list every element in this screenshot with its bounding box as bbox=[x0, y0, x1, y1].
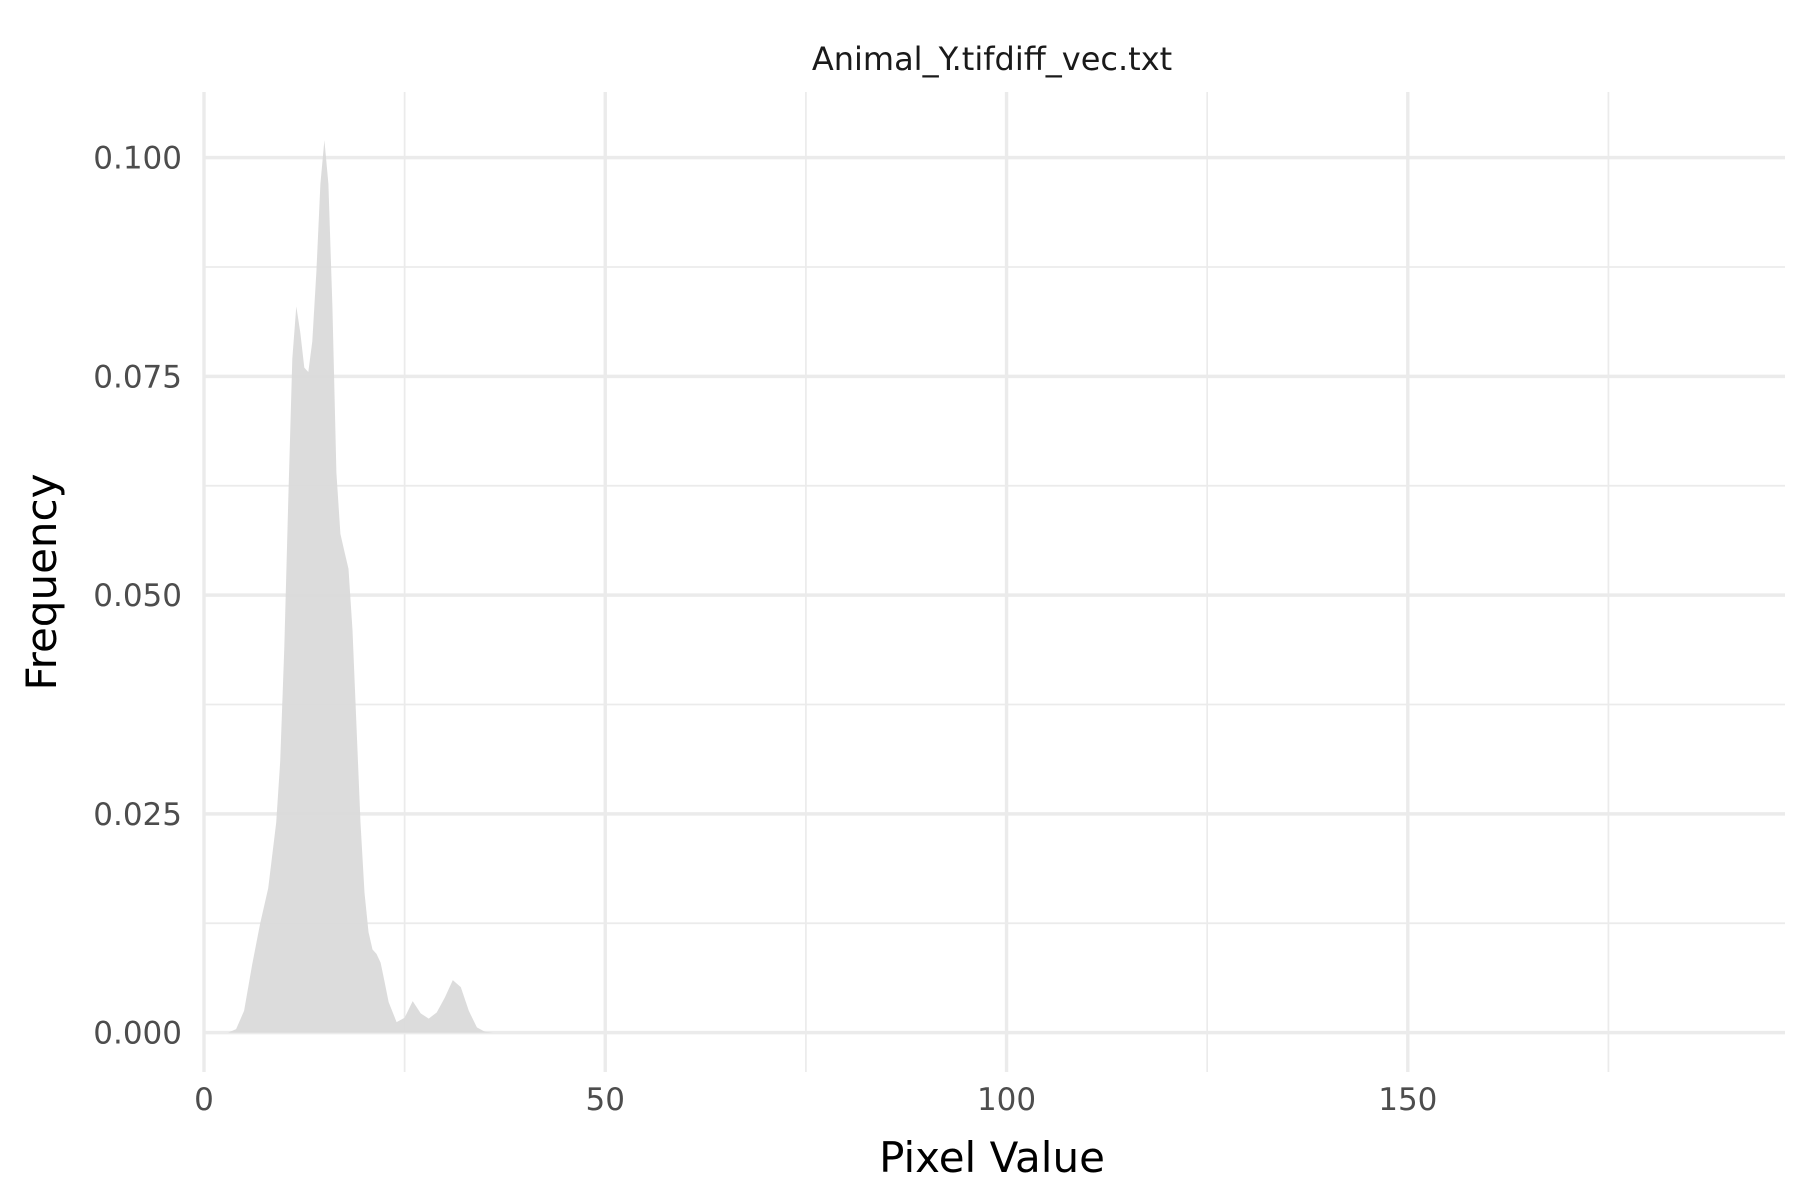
x-tick-label: 50 bbox=[586, 1082, 625, 1118]
x-tick-label: 0 bbox=[194, 1082, 214, 1118]
x-tick-label: 100 bbox=[977, 1082, 1036, 1118]
x-tick-label: 150 bbox=[1378, 1082, 1437, 1118]
density-area bbox=[228, 140, 517, 1033]
x-axis-tick-labels: 0 50 100 150 bbox=[194, 1082, 1437, 1118]
x-axis-title: Pixel Value bbox=[879, 1133, 1105, 1182]
y-tick-label: 0.075 bbox=[93, 359, 182, 395]
grid bbox=[202, 92, 1785, 1072]
y-tick-label: 0.100 bbox=[93, 141, 182, 177]
chart-title: Animal_Y.tifdiff_vec.txt bbox=[812, 40, 1172, 78]
y-tick-label: 0.050 bbox=[93, 578, 182, 614]
y-tick-label: 0.000 bbox=[93, 1016, 182, 1052]
y-axis-title: Frequency bbox=[17, 474, 66, 691]
y-axis-tick-labels: 0.000 0.025 0.050 0.075 0.100 bbox=[93, 141, 182, 1052]
y-tick-label: 0.025 bbox=[93, 797, 182, 833]
